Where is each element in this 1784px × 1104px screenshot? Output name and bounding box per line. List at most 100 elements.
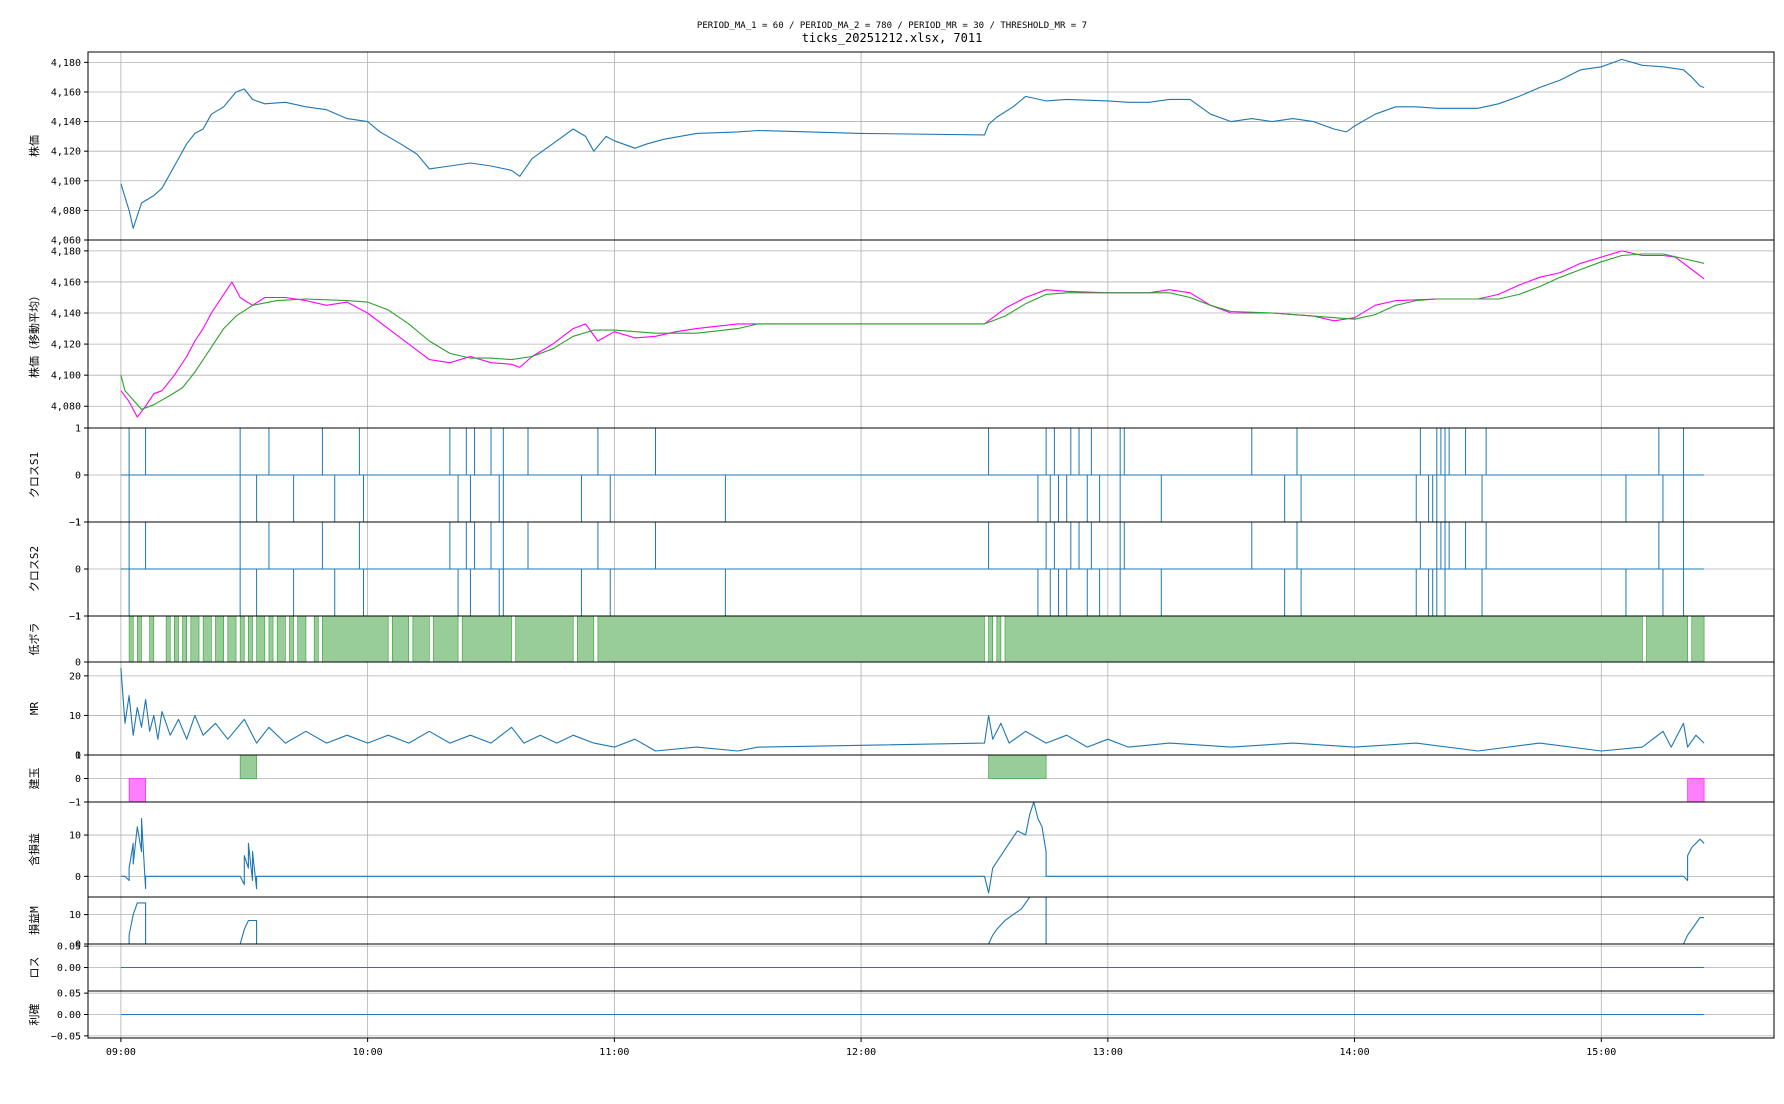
price-price-line (120, 58, 1705, 229)
moving-average-ylabel: 株価（移動平均） (27, 290, 41, 378)
y-tick-label: 0.00 (57, 963, 81, 974)
low-vol-interval (289, 616, 294, 662)
y-tick-label: 0.05 (57, 942, 81, 953)
low-vol-interval (988, 616, 993, 662)
low-vol-interval (313, 616, 319, 662)
unrealized-pnl-marks (120, 802, 1705, 894)
y-tick-label: 0 (75, 751, 81, 762)
y-tick-label: 20 (69, 671, 81, 682)
y-tick-label: 0 (75, 872, 81, 883)
unrealized-pnl-frame (87, 801, 1775, 898)
low-vol-interval (996, 616, 1002, 662)
y-tick-label: 0 (75, 565, 81, 576)
y-tick-label: −1 (69, 798, 81, 809)
low-vol-interval (297, 616, 307, 662)
y-tick-label: 0 (75, 658, 81, 669)
low-vol-interval (461, 616, 512, 662)
y-tick-label: 1 (75, 424, 81, 435)
loss-panel: 0.00 0.05 ロス (28, 942, 1775, 992)
y-tick-label: 0.05 (57, 989, 81, 1000)
low-vol-interval (322, 616, 389, 662)
short-position-bar (1687, 778, 1705, 802)
moving-average-marks (120, 250, 1705, 418)
low-vol-interval (256, 616, 266, 662)
realized-pnl-max-panel: 0 10 損益M (27, 896, 1775, 951)
low-vol-interval (248, 616, 253, 662)
low-vol-interval (190, 616, 200, 662)
price-ylabel: 株価 (27, 135, 41, 157)
x-tick-label: 11:00 (599, 1047, 629, 1058)
mr-price-line (120, 667, 1705, 752)
position-ylabel: 建玉 (27, 768, 41, 790)
low-volatility-panel: 0 1 低ボラ (28, 612, 1775, 669)
y-tick-label: 4,080 (51, 206, 81, 217)
x-tick-label: 12:00 (846, 1047, 876, 1058)
price-marks (120, 58, 1705, 229)
y-tick-label: 10 (69, 831, 81, 842)
unrealized-pnl-ylabel: 含損益 (27, 833, 41, 866)
chart-panels: 4,0604,0804,1004,1204,1404,1604,180株価4,0… (27, 51, 1775, 1042)
cross-s1-panel: −1 0 1 クロスS1 (28, 424, 1775, 529)
cross-s1-marks (120, 428, 1705, 522)
price-frame (87, 51, 1775, 241)
chart-suptitle: PERIOD_MA_1 = 60 / PERIOD_MA_2 = 780 / P… (697, 21, 1087, 31)
low-vol-interval (182, 616, 187, 662)
x-tick-label: 10:00 (353, 1047, 383, 1058)
y-tick-label: 4,180 (51, 58, 81, 69)
mr-panel: 0 10 20 MR (28, 661, 1775, 762)
low-vol-interval (577, 616, 595, 662)
y-tick-label: 0 (75, 774, 81, 785)
x-axis: 09:00 10:00 11:00 12:00 13:00 14:00 15:00 (106, 1038, 1616, 1058)
profit-ylabel: 利確 (27, 1004, 41, 1026)
low-vol-interval (202, 616, 212, 662)
y-tick-label: 0 (75, 940, 81, 951)
y-tick-label: 4,160 (51, 277, 81, 288)
low-vol-interval (128, 616, 134, 662)
low-vol-interval (1646, 616, 1688, 662)
y-tick-label: 4,140 (51, 309, 81, 320)
cross-s2-ylabel: クロスS2 (28, 546, 41, 592)
loss-ylabel: ロス (28, 957, 41, 979)
y-tick-label: 0 (75, 471, 81, 482)
y-tick-label: −1 (69, 612, 81, 623)
realized-pnl-max-frame (87, 896, 1775, 945)
cross-s1-ylabel: クロスS1 (28, 452, 41, 498)
x-tick-label: 09:00 (106, 1047, 136, 1058)
long-position-bar (988, 755, 1047, 779)
y-tick-label: 0.00 (57, 1010, 81, 1021)
y-tick-label: 1 (75, 518, 81, 529)
low-vol-interval (1691, 616, 1705, 662)
cross-s2-panel: −1 0 1 クロスS2 (28, 518, 1775, 623)
realized-pnl-max-marks (128, 897, 1705, 944)
y-tick-label: −0.05 (51, 1031, 81, 1042)
low-volatility-marks (128, 616, 1705, 662)
low-vol-interval (276, 616, 286, 662)
moving-average-frame (87, 239, 1775, 429)
chart-title: ticks_20251212.xlsx, 7011 (802, 31, 983, 45)
low-vol-interval (268, 616, 274, 662)
y-tick-label: 1 (75, 612, 81, 623)
low-volatility-ylabel: 低ボラ (28, 623, 41, 656)
y-tick-label: −1 (69, 518, 81, 529)
unrealized-pnl-price-line (120, 802, 1705, 894)
y-tick-label: 10 (69, 711, 81, 722)
realized-pnl-max-ylabel: 損益M (27, 906, 41, 935)
low-vol-interval (215, 616, 225, 662)
y-tick-label: 4,060 (51, 236, 81, 247)
unrealized-pnl-panel: 0 10 含損益 (27, 801, 1775, 898)
mr-marks (120, 667, 1705, 752)
y-tick-label: 4,140 (51, 117, 81, 128)
y-tick-label: 4,180 (51, 246, 81, 257)
moving-average-ma1-line (120, 250, 1705, 418)
low-vol-interval (597, 616, 985, 662)
y-tick-label: 4,120 (51, 340, 81, 351)
mr-ylabel: MR (28, 702, 41, 716)
y-tick-label: 4,100 (51, 371, 81, 382)
x-tick-label: 13:00 (1093, 1047, 1123, 1058)
y-tick-label: 4,160 (51, 87, 81, 98)
y-tick-label: 4,120 (51, 147, 81, 158)
short-position-bar (128, 778, 146, 802)
